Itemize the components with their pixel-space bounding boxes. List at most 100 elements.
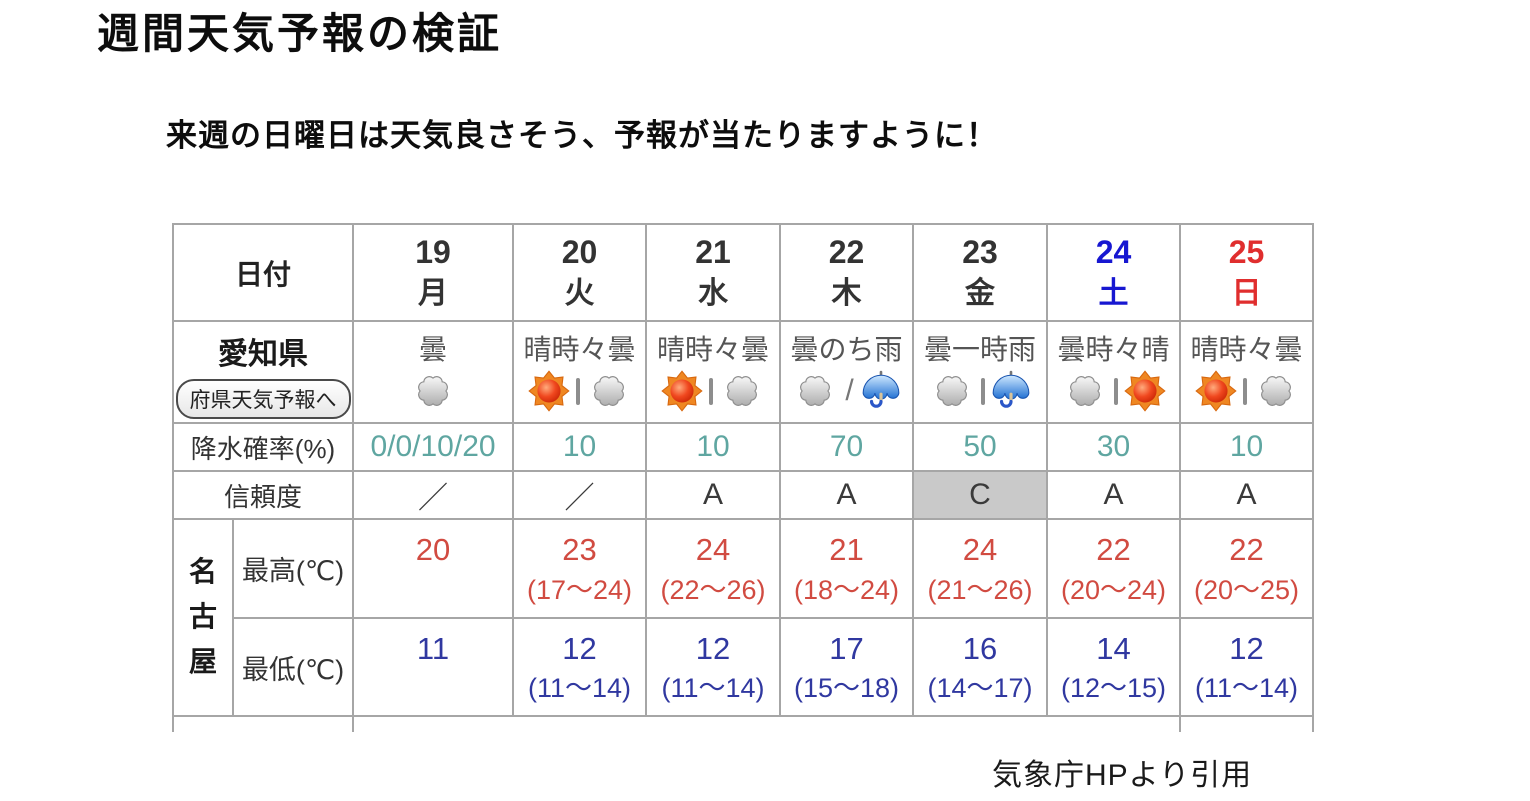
- weather-text: 曇: [419, 333, 448, 365]
- max-temp-row: 名古屋 最高(℃) 20 23 (17〜24) 24 (22〜26) 21 (18〜24) 2…: [172, 518, 1315, 717]
- sometimes-separator-icon: [981, 377, 986, 405]
- date-row-label: 日付: [172, 223, 355, 322]
- weather-text: 晴時々曇: [1190, 333, 1303, 365]
- max-temp-value: 23: [562, 532, 597, 568]
- min-temp-value: 16: [962, 630, 998, 666]
- forecast-table-container: 日付 19 月 20 火 21 水 22 木 23 金 24 土 25 日 愛知県 府県天気予報へ 曇 晴時…: [172, 223, 1315, 732]
- max-temp-value: 22: [1096, 532, 1131, 568]
- max-temp-cell: 24 (21〜26): [912, 518, 1049, 619]
- day-number: 23: [962, 234, 998, 271]
- min-temp-value: 12: [1229, 630, 1264, 666]
- cutoff-row-cell: [352, 715, 1182, 732]
- weather-icons: [355, 366, 511, 416]
- weather-icons: /: [782, 366, 911, 416]
- min-temp-cell: 17 (15〜18): [779, 617, 915, 717]
- max-temp-cell: 22 (20〜25): [1179, 518, 1315, 619]
- reliability-cell: A: [645, 470, 782, 520]
- cutoff-row-cell: [172, 715, 355, 732]
- max-temp-cell: 21 (18〜24): [779, 518, 915, 619]
- sometimes-separator-icon: [1242, 377, 1247, 405]
- weather-text: 曇時々晴: [1057, 333, 1170, 365]
- reliability-cell: ／: [512, 470, 648, 520]
- day-number: 25: [1228, 234, 1265, 271]
- max-temp-row-label: 最高(℃): [231, 518, 355, 619]
- prefecture-cell: 愛知県 府県天気予報へ: [172, 320, 355, 424]
- reliability-row-label: 信頼度: [172, 470, 355, 520]
- max-temp-value: 24: [695, 532, 731, 568]
- min-temp-range: (14〜17): [927, 673, 1033, 704]
- prefecture-forecast-button[interactable]: 府県天気予報へ: [175, 379, 351, 419]
- umbrella-icon: [862, 371, 900, 409]
- day-header-cell: 25 日: [1179, 223, 1315, 322]
- cloud-icon: [593, 376, 624, 407]
- precipitation-row-label: 降水確率(%): [172, 422, 355, 472]
- day-header-cell: 19 月: [352, 223, 515, 322]
- max-temp-value: 22: [1229, 532, 1264, 568]
- min-temp-row-label: 最低(℃): [231, 617, 355, 717]
- min-temp-value: 12: [695, 630, 731, 666]
- weather-cell: 曇一時雨: [912, 320, 1049, 424]
- reliability-cell: A: [1179, 470, 1315, 520]
- weather-cell: 晴時々曇: [645, 320, 782, 424]
- weather-icons: [1049, 366, 1178, 416]
- max-temp-cell: 23 (17〜24): [512, 518, 648, 619]
- cloud-icon: [727, 376, 757, 407]
- max-temp-range: (21〜26): [927, 574, 1033, 605]
- weather-text: 晴時々曇: [657, 333, 770, 365]
- subtitle-text: 来週の日曜日は天気良さそう、予報が当たりますように！: [166, 118, 998, 153]
- weather-icons: [1182, 366, 1311, 416]
- precipitation-cell: 10: [645, 422, 782, 472]
- precipitation-cell: 30: [1046, 422, 1182, 472]
- min-temp-cell: 14 (12〜15): [1046, 617, 1182, 717]
- max-temp-value: 24: [962, 532, 998, 568]
- day-number: 20: [561, 234, 598, 271]
- prefecture-label: 愛知県: [218, 338, 308, 371]
- weather-cell: 晴時々曇: [512, 320, 648, 424]
- reliability-row: 信頼度 ／／ A A C A A: [172, 470, 1315, 520]
- min-temp-cell: 12 (11〜14): [512, 617, 648, 717]
- weather-cell: 晴時々曇: [1179, 320, 1315, 424]
- reliability-cell: C: [912, 470, 1049, 520]
- cloud-icon: [800, 376, 831, 407]
- weather-cell: 曇: [352, 320, 515, 424]
- day-weekday: 木: [831, 276, 862, 310]
- precipitation-cell: 70: [779, 422, 915, 472]
- weather-cell: 曇のち雨 /: [779, 320, 915, 424]
- max-temp-range: [355, 573, 511, 609]
- min-temp-range: (11〜14): [527, 673, 632, 704]
- precipitation-cell: 10: [512, 422, 648, 472]
- cloud-icon: [937, 376, 967, 407]
- cutoff-row-cell: [1179, 715, 1315, 732]
- max-temp-value: 21: [829, 532, 864, 568]
- later-separator-icon: /: [845, 374, 854, 408]
- min-temp-range: (11〜14): [1194, 673, 1299, 704]
- max-temp-cell: 20: [352, 518, 515, 619]
- day-weekday: 月: [418, 276, 449, 310]
- day-weekday: 土: [1098, 276, 1129, 310]
- cloud-icon: [1260, 376, 1291, 407]
- sun-icon: [661, 370, 703, 412]
- max-temp-range: (18〜24): [793, 574, 900, 605]
- prefecture-weather-row: 愛知県 府県天気予報へ 曇晴時々曇 晴時々曇 曇のち雨 / 曇一時雨 曇時々晴 晴時々曇: [172, 320, 1315, 424]
- sometimes-separator-icon: [709, 377, 714, 405]
- weekly-forecast-table: 日付 19 月 20 火 21 水 22 木 23 金 24 土 25 日 愛知県 府県天気予報へ 曇 晴時…: [172, 223, 1315, 732]
- reliability-cell: ／: [352, 470, 515, 520]
- credit-text: 気象庁HPより引用: [992, 759, 1253, 792]
- precipitation-cell: 10: [1179, 422, 1315, 472]
- day-number: 21: [695, 234, 731, 271]
- umbrella-icon: [992, 371, 1030, 409]
- day-weekday: 金: [965, 276, 996, 310]
- weather-icons: [915, 366, 1045, 416]
- min-temp-cell: 16 (14〜17): [912, 617, 1049, 717]
- sun-icon: [527, 370, 570, 412]
- min-temp-cell: 11: [352, 617, 515, 717]
- min-temp-value: 14: [1096, 630, 1131, 666]
- day-header-cell: 21 水: [645, 223, 782, 322]
- precipitation-cell: 0/0/10/20: [352, 422, 515, 472]
- max-temp-cell: 22 (20〜24): [1046, 518, 1182, 619]
- weather-cell: 曇時々晴: [1046, 320, 1182, 424]
- day-header-cell: 22 木: [779, 223, 915, 322]
- reliability-cell: A: [779, 470, 915, 520]
- day-number: 22: [828, 234, 865, 271]
